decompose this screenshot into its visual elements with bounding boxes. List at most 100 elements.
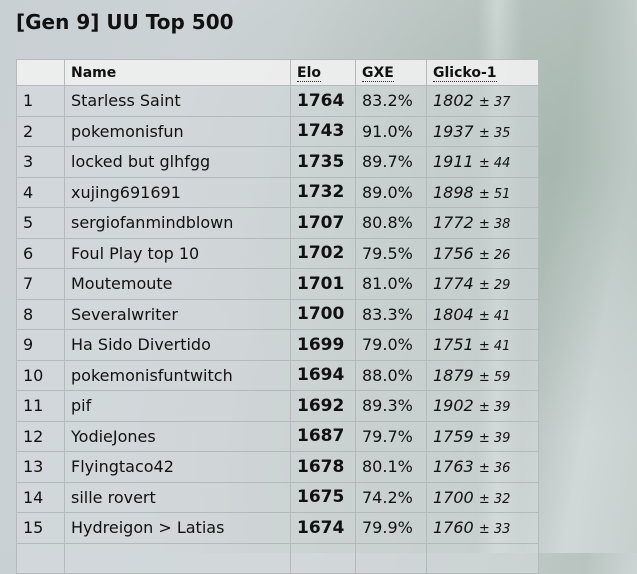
glicko-rating: 1759	[433, 426, 474, 446]
elo: 1732	[290, 176, 356, 208]
glicko-rating: 1911	[433, 152, 474, 172]
table-row: 12 YodieJones 1687 79.7% 1759 ± 39	[16, 420, 539, 452]
rank: 2	[16, 115, 65, 147]
glicko: 1911 ± 44	[426, 146, 539, 178]
header-gxe-sort[interactable]: GXE	[355, 59, 427, 86]
player-name[interactable]: Severalwriter	[64, 298, 291, 330]
gxe: 81.0%	[355, 268, 427, 300]
gxe: 74.2%	[355, 481, 427, 513]
glicko-deviation: ± 44	[478, 156, 511, 172]
glicko-rating: 1700	[433, 487, 474, 507]
gxe: 79.0%	[355, 329, 427, 361]
player-name[interactable]: Hydreigon > Latias	[64, 512, 291, 544]
player-name[interactable]: Moutemoute	[64, 268, 291, 300]
glicko-rating: 1802	[433, 91, 474, 111]
glicko-rating: 1751	[433, 335, 474, 355]
gxe: 80.8%	[355, 207, 427, 239]
player-name[interactable]: pokemonisfun	[64, 115, 291, 147]
gxe: 89.7%	[355, 146, 427, 178]
glicko: 1700 ± 32	[426, 481, 539, 513]
glicko-rating: 1902	[433, 396, 474, 416]
glicko-deviation: ± 38	[478, 217, 511, 233]
elo: 1699	[290, 329, 356, 361]
elo: 1743	[290, 115, 356, 147]
player-name[interactable]: Starless Saint	[64, 85, 291, 117]
rank: 4	[16, 176, 65, 208]
elo: 1678	[290, 451, 356, 483]
table-row: 15 Hydreigon > Latias 1674 79.9% 1760 ± …	[16, 512, 539, 544]
table-row: 10 pokemonisfuntwitch 1694 88.0% 1879 ± …	[16, 359, 539, 391]
table-header: Name Elo GXE Glicko-1	[16, 59, 539, 86]
table-row: 11 pif 1692 89.3% 1902 ± 39	[16, 390, 539, 422]
elo: 1674	[290, 512, 356, 544]
player-name[interactable]: Flyingtaco42	[64, 451, 291, 483]
rank: 13	[16, 451, 65, 483]
table-row: 4 xujing691691 1732 89.0% 1898 ± 51	[16, 176, 539, 208]
player-name[interactable]: pokemonisfuntwitch	[64, 359, 291, 391]
player-name[interactable]: Ha Sido Divertido	[64, 329, 291, 361]
header-elo-sort[interactable]: Elo	[290, 59, 356, 86]
player-name[interactable]: sergiofanmindblown	[64, 207, 291, 239]
ladder-table: Name Elo GXE Glicko-1 1 Starless Saint 1…	[16, 59, 539, 574]
glicko-rating: 1763	[433, 457, 474, 477]
gxe: 79.9%	[355, 512, 427, 544]
player-name[interactable]: Foul Play top 10	[64, 237, 291, 269]
glicko-deviation: ± 26	[478, 247, 511, 263]
rank: 14	[16, 481, 65, 513]
glicko: 1772 ± 38	[426, 207, 539, 239]
gxe: 88.0%	[355, 359, 427, 391]
gxe: 79.7%	[355, 420, 427, 452]
rank: 12	[16, 420, 65, 452]
player-name[interactable]: YodieJones	[64, 420, 291, 452]
elo: 1701	[290, 268, 356, 300]
glicko-deviation: ± 33	[478, 522, 511, 538]
gxe: 91.0%	[355, 115, 427, 147]
table-row: 3 locked but glhfgg 1735 89.7% 1911 ± 44	[16, 146, 539, 178]
player-name[interactable]: locked but glhfgg	[64, 146, 291, 178]
glicko-rating: 1760	[433, 518, 474, 538]
rank: 6	[16, 237, 65, 269]
glicko-rating: 1756	[433, 243, 474, 263]
table-row: 1 Starless Saint 1764 83.2% 1802 ± 37	[16, 85, 539, 117]
elo: 1707	[290, 207, 356, 239]
glicko: 1763 ± 36	[426, 451, 539, 483]
rank: 7	[16, 268, 65, 300]
gxe: 83.3%	[355, 298, 427, 330]
glicko-deviation: ± 41	[478, 339, 511, 355]
player-name[interactable]: sille rovert	[64, 481, 291, 513]
rank: 10	[16, 359, 65, 391]
table-row: 7 Moutemoute 1701 81.0% 1774 ± 29	[16, 268, 539, 300]
glicko-deviation: ± 36	[478, 461, 511, 477]
glicko: 1937 ± 35	[426, 115, 539, 147]
glicko-deviation: ± 51	[478, 186, 511, 202]
gxe: 80.1%	[355, 451, 427, 483]
elo: 1687	[290, 420, 356, 452]
rank: 8	[16, 298, 65, 330]
gxe: 89.0%	[355, 176, 427, 208]
glicko: 1751 ± 41	[426, 329, 539, 361]
glicko-rating: 1774	[433, 274, 474, 294]
glicko-rating: 1937	[433, 121, 474, 141]
glicko-deviation: ± 59	[478, 369, 511, 385]
glicko-deviation: ± 39	[478, 400, 511, 416]
elo: 1694	[290, 359, 356, 391]
rank: 1	[16, 85, 65, 117]
player-name[interactable]: pif	[64, 390, 291, 422]
table-row-partial	[16, 542, 539, 574]
glicko: 1774 ± 29	[426, 268, 539, 300]
glicko: 1759 ± 39	[426, 420, 539, 452]
gxe: 89.3%	[355, 390, 427, 422]
elo: 1675	[290, 481, 356, 513]
table-row: 14 sille rovert 1675 74.2% 1700 ± 32	[16, 481, 539, 513]
glicko-deviation: ± 37	[478, 95, 511, 111]
glicko-deviation: ± 35	[478, 125, 511, 141]
rank: 9	[16, 329, 65, 361]
header-glicko-sort[interactable]: Glicko-1	[426, 59, 539, 86]
glicko: 1898 ± 51	[426, 176, 539, 208]
glicko-deviation: ± 41	[478, 308, 511, 324]
glicko: 1802 ± 37	[426, 85, 539, 117]
player-name[interactable]: xujing691691	[64, 176, 291, 208]
table-row: 6 Foul Play top 10 1702 79.5% 1756 ± 26	[16, 237, 539, 269]
table-row: 5 sergiofanmindblown 1707 80.8% 1772 ± 3…	[16, 207, 539, 239]
table-row: 13 Flyingtaco42 1678 80.1% 1763 ± 36	[16, 451, 539, 483]
